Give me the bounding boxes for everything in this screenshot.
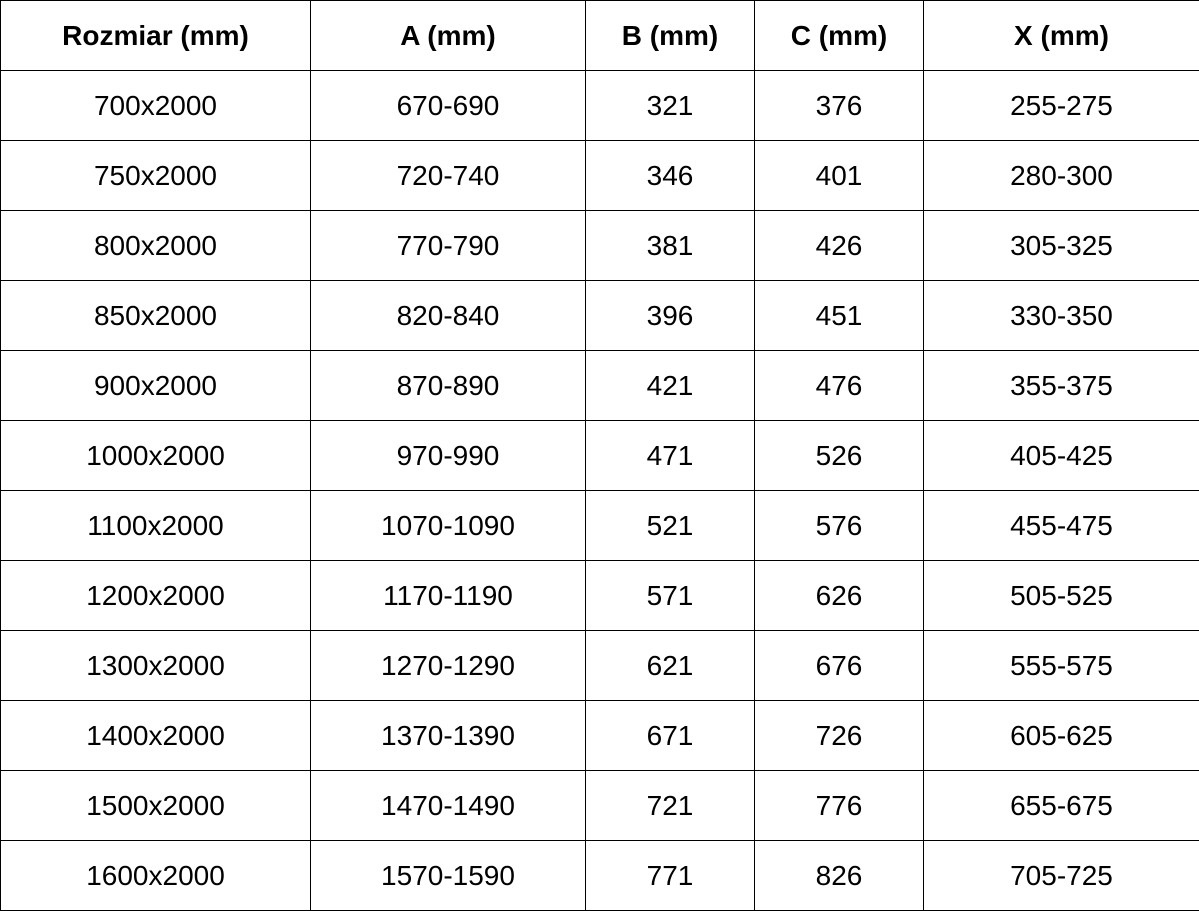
table-row: 1300x2000 1270-1290 621 676 555-575 [0, 630, 1199, 701]
cell-x: 305-325 [923, 210, 1199, 281]
table-row: 1000x2000 970-990 471 526 405-425 [0, 420, 1199, 491]
cell-x: 605-625 [923, 700, 1199, 771]
table-row: 750x2000 720-740 346 401 280-300 [0, 140, 1199, 211]
cell-x: 505-525 [923, 560, 1199, 631]
cell-x: 555-575 [923, 630, 1199, 701]
table-row: 1600x2000 1570-1590 771 826 705-725 [0, 840, 1199, 911]
cell-c: 426 [754, 210, 924, 281]
cell-x: 705-725 [923, 840, 1199, 911]
cell-size: 1300x2000 [0, 630, 311, 701]
header-b: B (mm) [585, 0, 755, 71]
cell-b: 521 [585, 490, 755, 561]
header-size: Rozmiar (mm) [0, 0, 311, 71]
cell-c: 526 [754, 420, 924, 491]
cell-a: 870-890 [310, 350, 586, 421]
cell-b: 621 [585, 630, 755, 701]
table-row: 800x2000 770-790 381 426 305-325 [0, 210, 1199, 281]
cell-size: 900x2000 [0, 350, 311, 421]
table-row: 700x2000 670-690 321 376 255-275 [0, 70, 1199, 141]
cell-a: 820-840 [310, 280, 586, 351]
cell-c: 451 [754, 280, 924, 351]
cell-b: 346 [585, 140, 755, 211]
cell-x: 255-275 [923, 70, 1199, 141]
cell-b: 321 [585, 70, 755, 141]
cell-a: 670-690 [310, 70, 586, 141]
cell-b: 771 [585, 840, 755, 911]
cell-size: 1100x2000 [0, 490, 311, 561]
table-row: 850x2000 820-840 396 451 330-350 [0, 280, 1199, 351]
header-a: A (mm) [310, 0, 586, 71]
cell-c: 401 [754, 140, 924, 211]
cell-a: 970-990 [310, 420, 586, 491]
cell-b: 671 [585, 700, 755, 771]
cell-c: 626 [754, 560, 924, 631]
cell-size: 800x2000 [0, 210, 311, 281]
cell-a: 1070-1090 [310, 490, 586, 561]
cell-a: 1370-1390 [310, 700, 586, 771]
cell-c: 576 [754, 490, 924, 561]
cell-x: 280-300 [923, 140, 1199, 211]
cell-a: 1270-1290 [310, 630, 586, 701]
table-row: 1500x2000 1470-1490 721 776 655-675 [0, 770, 1199, 841]
cell-c: 376 [754, 70, 924, 141]
cell-size: 1000x2000 [0, 420, 311, 491]
cell-b: 471 [585, 420, 755, 491]
header-x: X (mm) [923, 0, 1199, 71]
cell-c: 476 [754, 350, 924, 421]
cell-a: 1570-1590 [310, 840, 586, 911]
cell-c: 676 [754, 630, 924, 701]
cell-b: 396 [585, 280, 755, 351]
cell-a: 1170-1190 [310, 560, 586, 631]
cell-size: 1600x2000 [0, 840, 311, 911]
cell-x: 405-425 [923, 420, 1199, 491]
cell-a: 770-790 [310, 210, 586, 281]
cell-size: 700x2000 [0, 70, 311, 141]
cell-x: 355-375 [923, 350, 1199, 421]
cell-b: 571 [585, 560, 755, 631]
cell-x: 330-350 [923, 280, 1199, 351]
cell-b: 421 [585, 350, 755, 421]
cell-size: 750x2000 [0, 140, 311, 211]
cell-x: 655-675 [923, 770, 1199, 841]
cell-size: 1400x2000 [0, 700, 311, 771]
cell-c: 726 [754, 700, 924, 771]
cell-b: 721 [585, 770, 755, 841]
cell-c: 776 [754, 770, 924, 841]
table-row: 1200x2000 1170-1190 571 626 505-525 [0, 560, 1199, 631]
header-row: Rozmiar (mm) A (mm) B (mm) C (mm) X (mm) [0, 0, 1199, 71]
table-row: 1100x2000 1070-1090 521 576 455-475 [0, 490, 1199, 561]
table-row: 1400x2000 1370-1390 671 726 605-625 [0, 700, 1199, 771]
cell-size: 1200x2000 [0, 560, 311, 631]
cell-size: 1500x2000 [0, 770, 311, 841]
header-c: C (mm) [754, 0, 924, 71]
table-row: 900x2000 870-890 421 476 355-375 [0, 350, 1199, 421]
cell-a: 1470-1490 [310, 770, 586, 841]
cell-x: 455-475 [923, 490, 1199, 561]
cell-size: 850x2000 [0, 280, 311, 351]
cell-a: 720-740 [310, 140, 586, 211]
cell-b: 381 [585, 210, 755, 281]
cell-c: 826 [754, 840, 924, 911]
